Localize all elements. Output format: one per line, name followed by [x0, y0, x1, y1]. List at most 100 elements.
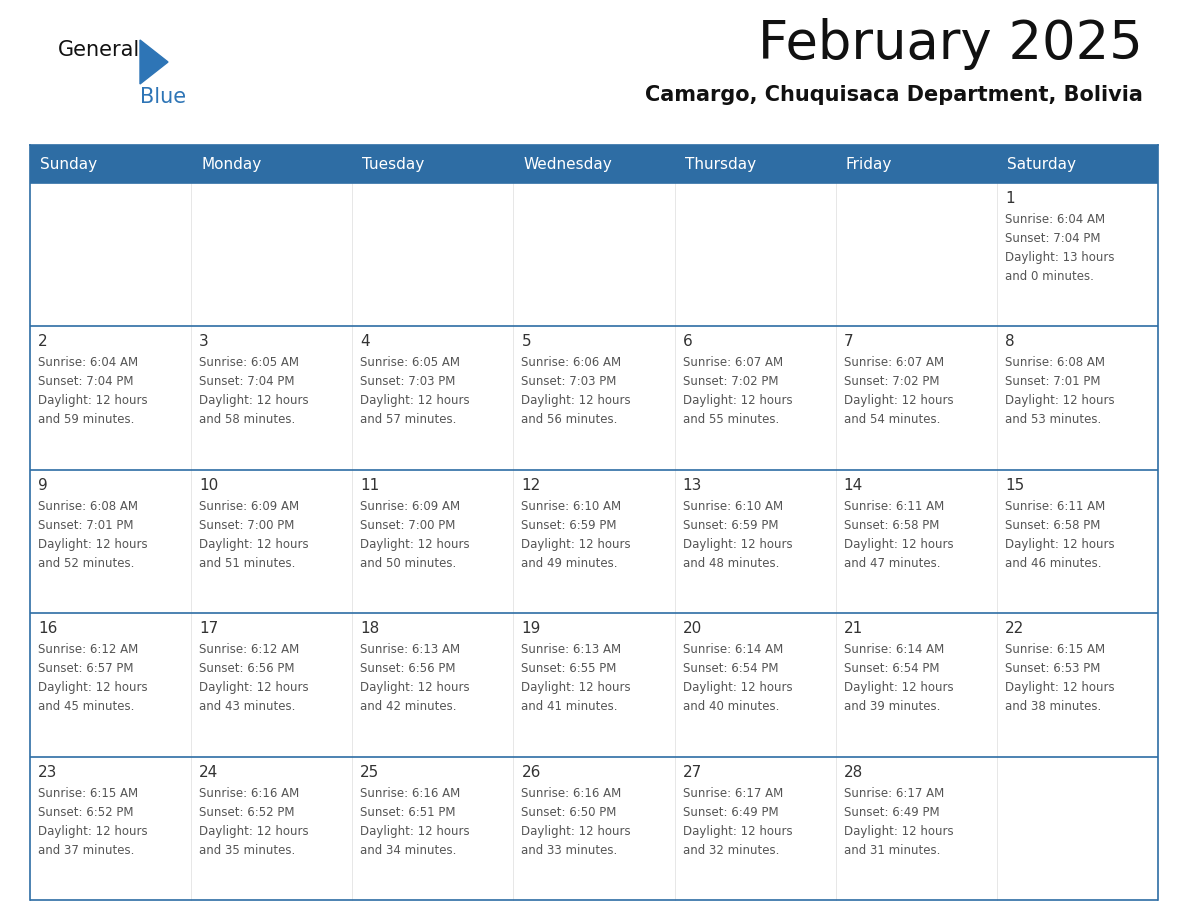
Text: 27: 27 [683, 765, 702, 779]
Text: Sunrise: 6:04 AM: Sunrise: 6:04 AM [1005, 213, 1105, 226]
Text: Sunset: 6:56 PM: Sunset: 6:56 PM [200, 662, 295, 676]
Bar [997, 183, 1158, 327]
Text: Daylight: 12 hours: Daylight: 12 hours [843, 395, 953, 408]
Text: Daylight: 12 hours: Daylight: 12 hours [38, 681, 147, 694]
Text: and 51 minutes.: and 51 minutes. [200, 557, 296, 570]
Text: Daylight: 12 hours: Daylight: 12 hours [38, 824, 147, 837]
Text: and 48 minutes.: and 48 minutes. [683, 557, 779, 570]
Text: and 52 minutes.: and 52 minutes. [38, 557, 134, 570]
Text: 13: 13 [683, 477, 702, 493]
Text: 20: 20 [683, 621, 702, 636]
Text: and 0 minutes.: and 0 minutes. [1005, 270, 1094, 283]
Text: Sunset: 6:54 PM: Sunset: 6:54 PM [683, 662, 778, 676]
Bar [30, 145, 1158, 183]
Bar [191, 327, 353, 470]
Bar [513, 613, 675, 756]
Text: Sunrise: 6:09 AM: Sunrise: 6:09 AM [360, 499, 461, 513]
Text: Daylight: 13 hours: Daylight: 13 hours [1005, 251, 1114, 264]
Text: and 55 minutes.: and 55 minutes. [683, 413, 779, 426]
Text: Daylight: 12 hours: Daylight: 12 hours [683, 681, 792, 694]
Bar [675, 613, 835, 756]
Text: 21: 21 [843, 621, 862, 636]
Text: Daylight: 12 hours: Daylight: 12 hours [200, 538, 309, 551]
Bar [30, 613, 191, 756]
Bar [675, 470, 835, 613]
Text: and 41 minutes.: and 41 minutes. [522, 700, 618, 713]
Bar [191, 183, 353, 327]
Text: 8: 8 [1005, 334, 1015, 350]
Text: and 34 minutes.: and 34 minutes. [360, 844, 456, 856]
Text: Sunrise: 6:11 AM: Sunrise: 6:11 AM [843, 499, 944, 513]
Text: Sunrise: 6:12 AM: Sunrise: 6:12 AM [200, 644, 299, 656]
Bar [675, 756, 835, 900]
Text: 19: 19 [522, 621, 541, 636]
Text: Daylight: 12 hours: Daylight: 12 hours [38, 538, 147, 551]
Text: 18: 18 [360, 621, 379, 636]
Text: Sunset: 6:51 PM: Sunset: 6:51 PM [360, 806, 456, 819]
Text: Sunrise: 6:16 AM: Sunrise: 6:16 AM [200, 787, 299, 800]
Text: Daylight: 12 hours: Daylight: 12 hours [360, 824, 470, 837]
Bar [997, 470, 1158, 613]
Text: Daylight: 12 hours: Daylight: 12 hours [522, 681, 631, 694]
Text: Sunrise: 6:05 AM: Sunrise: 6:05 AM [200, 356, 299, 369]
Text: 22: 22 [1005, 621, 1024, 636]
Text: Sunrise: 6:09 AM: Sunrise: 6:09 AM [200, 499, 299, 513]
Text: Sunrise: 6:16 AM: Sunrise: 6:16 AM [360, 787, 461, 800]
Text: Wednesday: Wednesday [524, 156, 612, 172]
Text: Sunrise: 6:12 AM: Sunrise: 6:12 AM [38, 644, 138, 656]
Text: Blue: Blue [140, 87, 187, 107]
Text: Sunset: 6:58 PM: Sunset: 6:58 PM [1005, 519, 1100, 532]
Text: Sunset: 6:59 PM: Sunset: 6:59 PM [683, 519, 778, 532]
Text: and 56 minutes.: and 56 minutes. [522, 413, 618, 426]
Text: Sunset: 7:00 PM: Sunset: 7:00 PM [360, 519, 456, 532]
Text: Sunset: 6:56 PM: Sunset: 6:56 PM [360, 662, 456, 676]
Text: and 58 minutes.: and 58 minutes. [200, 413, 296, 426]
Bar [30, 183, 191, 327]
Polygon shape [140, 40, 168, 84]
Text: and 37 minutes.: and 37 minutes. [38, 844, 134, 856]
Bar [835, 613, 997, 756]
Text: Sunset: 7:00 PM: Sunset: 7:00 PM [200, 519, 295, 532]
Text: 5: 5 [522, 334, 531, 350]
Bar [353, 183, 513, 327]
Bar [513, 470, 675, 613]
Text: Daylight: 12 hours: Daylight: 12 hours [683, 538, 792, 551]
Text: and 46 minutes.: and 46 minutes. [1005, 557, 1101, 570]
Bar [353, 470, 513, 613]
Text: 14: 14 [843, 477, 862, 493]
Text: Sunset: 7:01 PM: Sunset: 7:01 PM [38, 519, 133, 532]
Text: 2: 2 [38, 334, 48, 350]
Bar [997, 327, 1158, 470]
Text: 24: 24 [200, 765, 219, 779]
Text: Daylight: 12 hours: Daylight: 12 hours [1005, 681, 1114, 694]
Text: 3: 3 [200, 334, 209, 350]
Text: 26: 26 [522, 765, 541, 779]
Text: Daylight: 12 hours: Daylight: 12 hours [200, 395, 309, 408]
Text: and 50 minutes.: and 50 minutes. [360, 557, 456, 570]
Bar [191, 613, 353, 756]
Text: Sunrise: 6:15 AM: Sunrise: 6:15 AM [1005, 644, 1105, 656]
Text: Daylight: 12 hours: Daylight: 12 hours [360, 395, 470, 408]
Text: Sunrise: 6:14 AM: Sunrise: 6:14 AM [683, 644, 783, 656]
Text: Sunrise: 6:10 AM: Sunrise: 6:10 AM [683, 499, 783, 513]
Text: Friday: Friday [846, 156, 892, 172]
Text: Sunday: Sunday [40, 156, 97, 172]
Bar [30, 327, 191, 470]
Text: Saturday: Saturday [1007, 156, 1076, 172]
Text: Daylight: 12 hours: Daylight: 12 hours [843, 681, 953, 694]
Text: and 49 minutes.: and 49 minutes. [522, 557, 618, 570]
Text: Sunset: 7:01 PM: Sunset: 7:01 PM [1005, 375, 1100, 388]
Bar [675, 183, 835, 327]
Text: Monday: Monday [201, 156, 261, 172]
Bar [835, 327, 997, 470]
Text: 25: 25 [360, 765, 379, 779]
Text: Sunset: 6:52 PM: Sunset: 6:52 PM [200, 806, 295, 819]
Text: and 47 minutes.: and 47 minutes. [843, 557, 940, 570]
Text: Sunset: 6:52 PM: Sunset: 6:52 PM [38, 806, 133, 819]
Text: Daylight: 12 hours: Daylight: 12 hours [843, 824, 953, 837]
Bar [997, 613, 1158, 756]
Text: Daylight: 12 hours: Daylight: 12 hours [38, 395, 147, 408]
Text: Sunrise: 6:17 AM: Sunrise: 6:17 AM [683, 787, 783, 800]
Bar [513, 756, 675, 900]
Text: Daylight: 12 hours: Daylight: 12 hours [522, 824, 631, 837]
